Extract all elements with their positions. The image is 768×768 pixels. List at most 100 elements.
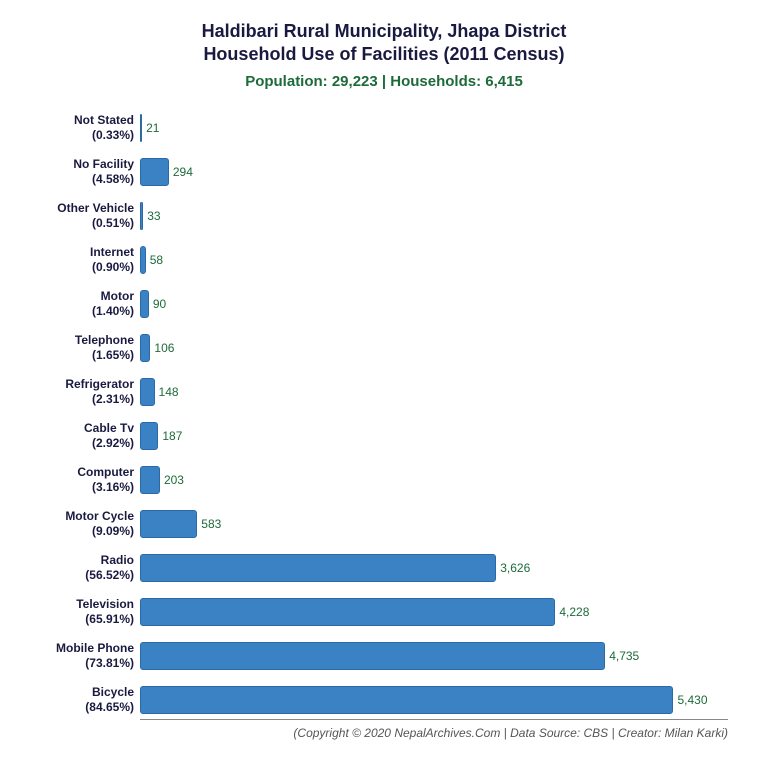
bar-track: 4,735 — [140, 642, 738, 670]
bar-fill — [140, 422, 158, 450]
bar-track: 583 — [140, 510, 738, 538]
bar-value-label: 33 — [147, 209, 160, 223]
bar-label: Motor Cycle(9.09%) — [30, 509, 140, 538]
bar-row: Other Vehicle(0.51%) 33 — [30, 194, 738, 238]
bar-label-name: Cable Tv — [84, 421, 134, 435]
bar-label: Cable Tv(2.92%) — [30, 421, 140, 450]
bar-label-percent: (1.65%) — [30, 348, 134, 362]
bar-row: Not Stated(0.33%) 21 — [30, 106, 738, 150]
bar-track: 58 — [140, 246, 738, 274]
bar-label-percent: (2.31%) — [30, 392, 134, 406]
bar-value-label: 58 — [150, 253, 163, 267]
bar-fill — [140, 202, 143, 230]
title-line-2: Household Use of Facilities (2011 Census… — [203, 44, 564, 64]
bar-label-name: Bicycle — [92, 685, 134, 699]
bar-label-percent: (4.58%) — [30, 172, 134, 186]
bar-fill — [140, 158, 169, 186]
bar-row: Motor(1.40%) 90 — [30, 282, 738, 326]
bar-row: Computer(3.16%) 203 — [30, 458, 738, 502]
bar-fill — [140, 290, 149, 318]
bar-label-name: Motor — [101, 289, 134, 303]
bar-fill — [140, 510, 197, 538]
bar-label: Computer(3.16%) — [30, 465, 140, 494]
chart-title: Haldibari Rural Municipality, Jhapa Dist… — [30, 20, 738, 67]
bar-track: 90 — [140, 290, 738, 318]
bar-row: Internet(0.90%) 58 — [30, 238, 738, 282]
bar-fill — [140, 554, 496, 582]
bar-track: 148 — [140, 378, 738, 406]
bar-label: Bicycle(84.65%) — [30, 685, 140, 714]
bar-value-label: 3,626 — [500, 561, 530, 575]
bars-area: Not Stated(0.33%) 21 No Facility(4.58%) 294… — [30, 106, 738, 726]
bar-fill — [140, 686, 673, 714]
x-axis-line — [140, 719, 728, 720]
bar-label-name: Motor Cycle — [65, 509, 134, 523]
bar-value-label: 5,430 — [677, 693, 707, 707]
bar-label-percent: (3.16%) — [30, 480, 134, 494]
bar-row: Cable Tv(2.92%) 187 — [30, 414, 738, 458]
bar-label: Telephone(1.65%) — [30, 333, 140, 362]
bar-label-name: Computer — [77, 465, 134, 479]
bar-label-name: Mobile Phone — [56, 641, 134, 655]
bar-row: Motor Cycle(9.09%) 583 — [30, 502, 738, 546]
bar-row: Mobile Phone(73.81%) 4,735 — [30, 634, 738, 678]
bar-fill — [140, 114, 142, 142]
bar-label-percent: (9.09%) — [30, 524, 134, 538]
bar-fill — [140, 598, 555, 626]
bar-label-percent: (1.40%) — [30, 304, 134, 318]
bar-row: Bicycle(84.65%) 5,430 — [30, 678, 738, 722]
bar-label-name: Television — [76, 597, 134, 611]
bar-row: Refrigerator(2.31%)148 — [30, 370, 738, 414]
chart-container: Haldibari Rural Municipality, Jhapa Dist… — [0, 0, 768, 768]
bar-fill — [140, 246, 146, 274]
bar-label-percent: (2.92%) — [30, 436, 134, 450]
bar-track: 4,228 — [140, 598, 738, 626]
bar-value-label: 4,735 — [609, 649, 639, 663]
bar-row: Telephone(1.65%) 106 — [30, 326, 738, 370]
bar-label-percent: (0.90%) — [30, 260, 134, 274]
bar-value-label: 187 — [162, 429, 182, 443]
chart-subtitle: Population: 29,223 | Households: 6,415 — [30, 73, 738, 90]
bar-value-label: 106 — [154, 341, 174, 355]
bar-fill — [140, 334, 150, 362]
bar-label-percent: (0.51%) — [30, 216, 134, 230]
bar-row: Television(65.91%) 4,228 — [30, 590, 738, 634]
bar-label-percent: (65.91%) — [30, 612, 134, 626]
bar-track: 203 — [140, 466, 738, 494]
bar-label: Internet(0.90%) — [30, 245, 140, 274]
bar-label-name: Radio — [101, 553, 134, 567]
bar-label-name: Refrigerator — [65, 377, 134, 391]
bar-label-percent: (73.81%) — [30, 656, 134, 670]
bar-track: 106 — [140, 334, 738, 362]
bar-value-label: 4,228 — [559, 605, 589, 619]
bar-track: 33 — [140, 202, 738, 230]
bar-label-percent: (56.52%) — [30, 568, 134, 582]
bar-track: 294 — [140, 158, 738, 186]
bar-row: Radio(56.52%) 3,626 — [30, 546, 738, 590]
bar-value-label: 583 — [201, 517, 221, 531]
bar-label-percent: (0.33%) — [30, 128, 134, 142]
bar-label-name: Other Vehicle — [57, 201, 134, 215]
bar-value-label: 21 — [146, 121, 159, 135]
bar-label: Television(65.91%) — [30, 597, 140, 626]
bar-label-name: Telephone — [75, 333, 134, 347]
bar-label: Motor(1.40%) — [30, 289, 140, 318]
bar-fill — [140, 378, 155, 406]
bar-value-label: 90 — [153, 297, 166, 311]
bar-fill — [140, 466, 160, 494]
bar-label: Not Stated(0.33%) — [30, 113, 140, 142]
bar-value-label: 203 — [164, 473, 184, 487]
bar-track: 3,626 — [140, 554, 738, 582]
bar-row: No Facility(4.58%) 294 — [30, 150, 738, 194]
chart-footer: (Copyright © 2020 NepalArchives.Com | Da… — [140, 726, 728, 740]
bar-fill — [140, 642, 605, 670]
bar-label-name: No Facility — [73, 157, 134, 171]
bar-label: No Facility(4.58%) — [30, 157, 140, 186]
title-line-1: Haldibari Rural Municipality, Jhapa Dist… — [202, 21, 567, 41]
bar-label-name: Not Stated — [74, 113, 134, 127]
bar-label-percent: (84.65%) — [30, 700, 134, 714]
bar-label: Radio(56.52%) — [30, 553, 140, 582]
bar-value-label: 294 — [173, 165, 193, 179]
bar-label: Other Vehicle(0.51%) — [30, 201, 140, 230]
bar-label: Refrigerator(2.31%) — [30, 377, 140, 406]
